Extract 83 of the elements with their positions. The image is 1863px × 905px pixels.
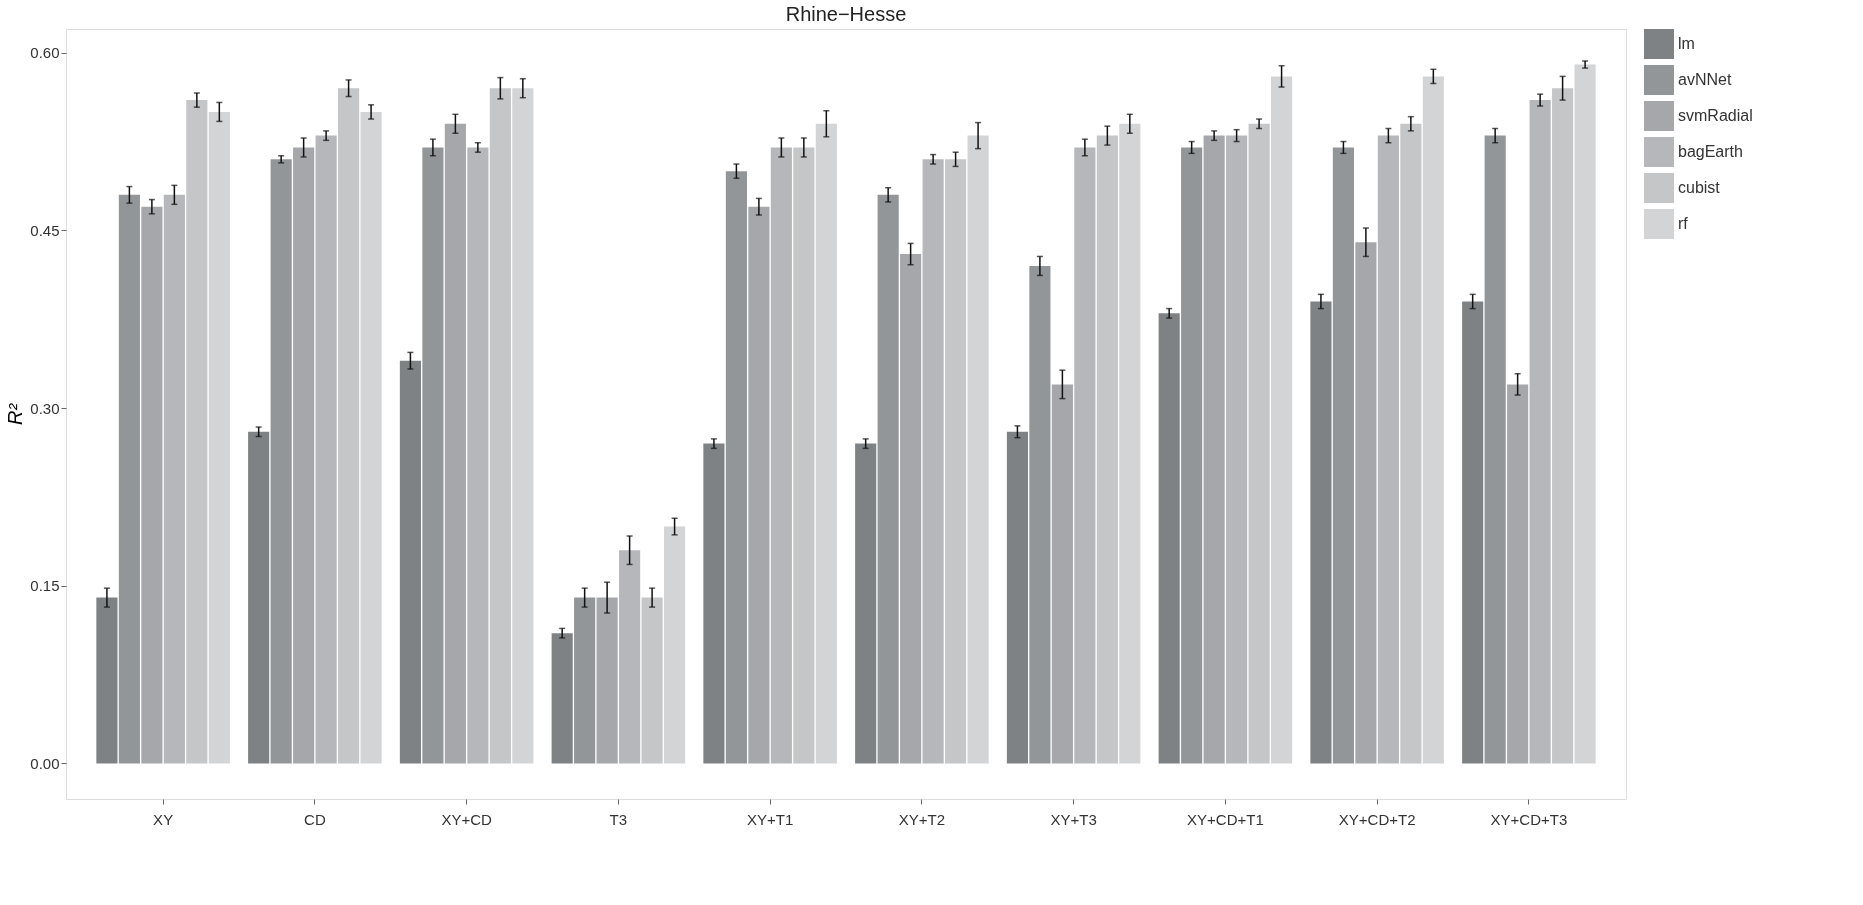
bar [725, 171, 747, 764]
bar [1203, 135, 1225, 764]
bar [96, 597, 118, 764]
bar [1462, 301, 1484, 764]
bar [1552, 88, 1574, 764]
y-tick-label: 0.15 [30, 577, 60, 595]
y-tick-label: 0.00 [30, 754, 60, 772]
x-tick-label: T3 [609, 810, 628, 828]
bar [551, 633, 573, 764]
bar [793, 147, 815, 764]
x-tick-label: XY+CD [441, 810, 493, 828]
chart-title: Rhine−Hesse [785, 3, 907, 25]
y-tick-label: 0.45 [30, 221, 60, 239]
bar [596, 597, 618, 764]
bar [1529, 100, 1551, 764]
x-tick-label: XY+T1 [746, 810, 794, 828]
bar [1271, 76, 1293, 764]
bar [1119, 123, 1141, 764]
bar [422, 147, 444, 764]
bar [1422, 76, 1444, 764]
bar [1400, 123, 1422, 764]
bar [315, 135, 337, 764]
legend-label: svmRadial [1678, 107, 1753, 124]
bar [444, 123, 466, 764]
bar [945, 159, 967, 764]
bar [641, 597, 663, 764]
bar [1310, 301, 1332, 764]
legend-label: avNNet [1678, 71, 1732, 88]
bar [967, 135, 989, 764]
bar [1574, 64, 1596, 764]
bar [293, 147, 315, 764]
bar [815, 123, 837, 764]
bar [1355, 242, 1377, 764]
y-tick-label: 0.60 [30, 44, 60, 62]
bar [399, 360, 421, 764]
legend-label: bagEarth [1678, 143, 1743, 160]
bar [1248, 123, 1270, 764]
bar [118, 194, 140, 764]
bar [1507, 384, 1529, 764]
bar [619, 550, 641, 764]
bar [1226, 135, 1248, 764]
bar [1332, 147, 1354, 764]
x-tick-label: XY+CD+T1 [1187, 810, 1264, 828]
legend-label: lm [1678, 35, 1695, 52]
legend-label: rf [1678, 215, 1689, 232]
bar [1096, 135, 1118, 764]
bar [703, 443, 725, 764]
bar [664, 526, 686, 764]
x-tick-label: XY+T2 [898, 810, 946, 828]
bar [141, 206, 163, 764]
bar [186, 100, 208, 764]
bar [208, 111, 230, 764]
bar [855, 443, 877, 764]
bar [1377, 135, 1399, 764]
bar [338, 88, 360, 764]
legend-label: cubist [1678, 179, 1721, 196]
bar [1006, 431, 1028, 764]
x-tick-label: XY [153, 810, 174, 828]
x-tick-label: XY+T3 [1050, 810, 1097, 828]
x-tick-label: XY+CD+T3 [1490, 810, 1568, 828]
bar [163, 194, 185, 764]
bar [1484, 135, 1506, 764]
bar [922, 159, 944, 764]
x-tick-label: CD [304, 810, 326, 828]
bar [467, 147, 489, 764]
bar [248, 431, 270, 764]
bar [574, 597, 596, 764]
x-tick-label: XY+CD+T2 [1338, 810, 1416, 828]
bar [900, 254, 922, 764]
bar [877, 194, 899, 764]
bar [270, 159, 292, 764]
bar [1158, 313, 1180, 764]
bar [748, 206, 770, 764]
bar [1051, 384, 1073, 764]
bar [489, 88, 511, 764]
bar [1074, 147, 1096, 764]
bar [512, 88, 534, 764]
bar [770, 147, 792, 764]
y-axis-title: R² [4, 402, 27, 426]
y-tick-label: 0.30 [30, 399, 60, 417]
bar [1181, 147, 1203, 764]
bar [1029, 265, 1051, 764]
bar [360, 111, 382, 764]
